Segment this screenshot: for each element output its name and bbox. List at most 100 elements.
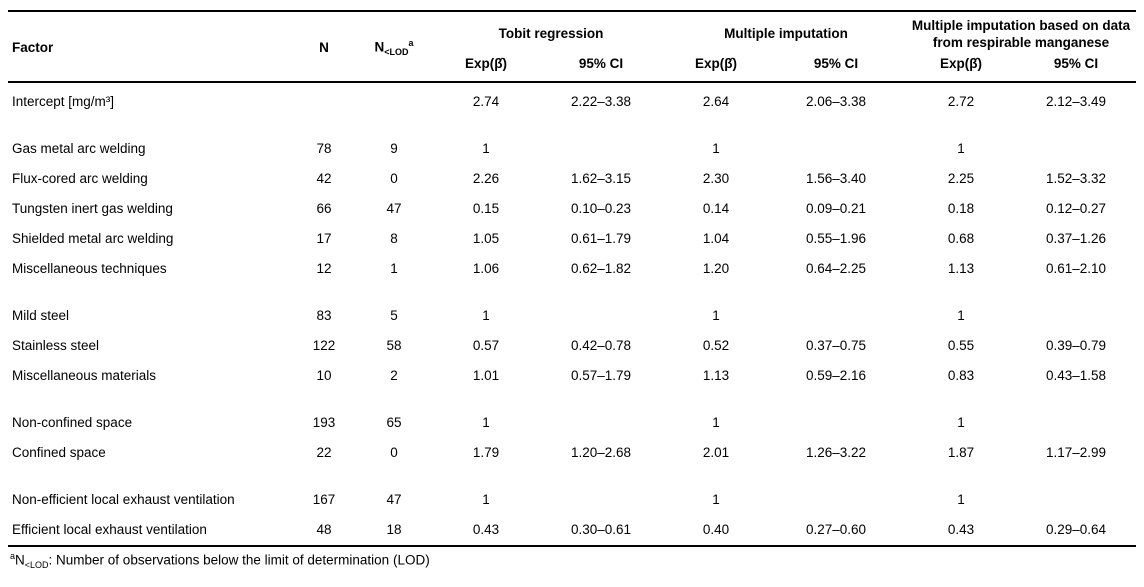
cell-n [296,82,352,117]
col-header-exp-tobit: Exp(β̂) [436,53,536,83]
table-row: Efficient local exhaust ventilation 48 1… [8,515,1136,546]
results-table: Factor N N<LODa Tobit regression Multipl… [8,10,1137,547]
cell-nlod: 5 [390,308,398,324]
cell-n: 22 [316,445,332,461]
footnote-subscript: <LOD [24,559,49,570]
cell-tobit-ci: 0.61–1.79 [570,231,632,247]
cell-nlod: 2 [390,368,398,384]
cell-nlod: 0 [390,445,398,461]
spacer-row [8,391,1136,408]
cell-tobit-exp: 0.57 [472,338,500,354]
cell-n: 17 [316,231,332,247]
col-header-exp-mir: Exp(β̂) [906,53,1017,83]
cell-mir-ci: 0.61–2.10 [1045,261,1107,277]
cell-tobit-ci [536,301,666,331]
cell-nlod: 8 [390,231,398,247]
cell-n: 78 [316,141,332,157]
cell-tobit-ci: 0.42–0.78 [570,338,632,354]
table-header: Factor N N<LODa Tobit regression Multipl… [8,11,1137,83]
cell-factor: Non-confined space [12,415,133,431]
cell-nlod: 9 [390,141,398,157]
cell-mi-ci: 1.56–3.40 [805,171,867,187]
cell-factor: Miscellaneous techniques [12,261,167,277]
cell-n: 122 [312,338,336,354]
cell-factor: Confined space [12,445,106,461]
cell-mi-exp: 1 [712,492,720,508]
cell-tobit-ci [536,134,666,164]
table-row: Miscellaneous materials 10 2 1.01 0.57–1… [8,361,1136,391]
cell-mi-ci: 0.27–0.60 [805,522,867,538]
cell-tobit-exp: 0.15 [472,201,500,217]
cell-nlod: 18 [386,522,402,538]
cell-n: 42 [316,171,332,187]
cell-mir-ci: 0.43–1.58 [1045,368,1107,384]
cell-mir-ci: 0.12–0.27 [1045,201,1107,217]
cell-mir-ci [1016,485,1136,515]
cell-n: 167 [312,492,336,508]
table-row: Tungsten inert gas welding 66 47 0.15 0.… [8,194,1136,224]
cell-factor: Intercept [mg/m³] [12,94,115,110]
cell-tobit-exp: 1 [482,492,490,508]
cell-tobit-ci: 1.62–3.15 [570,171,632,187]
cell-mir-exp: 1.87 [947,445,975,461]
cell-tobit-ci: 0.10–0.23 [570,201,632,217]
cell-nlod [352,82,436,117]
cell-factor: Mild steel [12,308,70,324]
nlod-superscript: a [408,38,414,49]
cell-mir-exp: 1 [957,308,965,324]
footnote-n: N [15,552,25,568]
cell-mi-exp: 0.14 [702,201,730,217]
col-header-ci-tobit: 95% CI [536,53,667,83]
cell-mir-exp: 1 [957,492,965,508]
cell-mi-ci: 0.64–2.25 [805,261,867,277]
cell-tobit-exp: 0.43 [472,522,500,538]
cell-factor: Efficient local exhaust ventilation [12,522,207,538]
footnote-text: : Number of observations below the limit… [48,552,430,568]
cell-mi-exp: 1.04 [702,231,730,247]
nlod-base: N [374,39,385,55]
cell-tobit-ci: 1.20–2.68 [570,445,632,461]
cell-mi-exp: 2.64 [702,94,730,110]
cell-nlod: 47 [386,492,402,508]
cell-n: 83 [316,308,332,324]
cell-n: 66 [316,201,332,217]
cell-mir-ci: 0.39–0.79 [1045,338,1107,354]
col-header-factor: Factor [8,11,296,83]
cell-mi-ci [766,408,906,438]
cell-mir-exp: 0.68 [947,231,975,247]
col-header-ci-mir: 95% CI [1016,53,1137,83]
cell-mir-exp: 0.55 [947,338,975,354]
cell-tobit-ci: 0.57–1.79 [570,368,632,384]
cell-factor: Stainless steel [12,338,100,354]
cell-mi-exp: 1 [712,141,720,157]
col-header-exp-mi: Exp(β̂) [666,53,767,83]
cell-mir-ci: 1.52–3.32 [1045,171,1107,187]
table-row: Mild steel 83 5 1 1 1 [8,301,1136,331]
cell-mi-exp: 2.01 [702,445,730,461]
cell-n: 193 [312,415,336,431]
cell-tobit-ci [536,485,666,515]
cell-mi-ci [766,301,906,331]
footnote-superscript: a [10,550,16,561]
cell-mi-ci [766,485,906,515]
table-row: Non-confined space 193 65 1 1 1 [8,408,1136,438]
table-row: Stainless steel 122 58 0.57 0.42–0.78 0.… [8,331,1136,361]
cell-mi-exp: 1.13 [702,368,730,384]
col-header-ci-mi: 95% CI [766,53,907,83]
cell-tobit-exp: 1.06 [472,261,500,277]
cell-mir-ci: 2.12–3.49 [1045,94,1107,110]
cell-mi-exp: 0.52 [702,338,730,354]
cell-factor: Tungsten inert gas welding [12,201,173,217]
cell-mi-ci: 0.09–0.21 [805,201,867,217]
cell-nlod: 1 [390,261,398,277]
cell-nlod: 47 [386,201,402,217]
cell-mir-ci: 0.29–0.64 [1045,522,1107,538]
cell-tobit-exp: 2.26 [472,171,500,187]
nlod-subscript: <LOD [384,47,409,58]
cell-mir-exp: 0.83 [947,368,975,384]
table-row: Intercept [mg/m³] 2.74 2.22–3.38 2.64 2.… [8,82,1136,117]
cell-tobit-ci [536,408,666,438]
cell-mi-exp: 1 [712,415,720,431]
spacer-row [8,468,1136,485]
